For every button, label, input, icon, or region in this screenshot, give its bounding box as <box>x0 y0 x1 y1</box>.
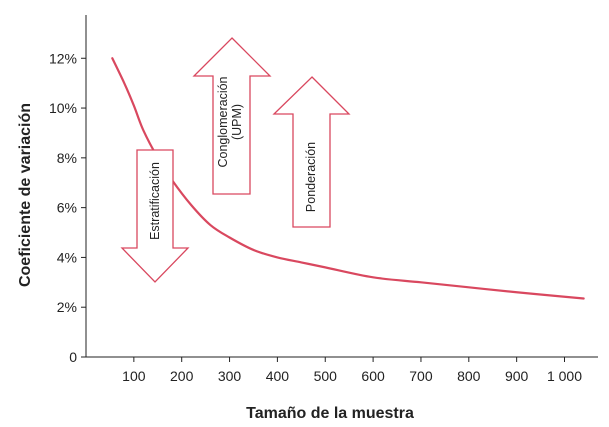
x-tick-label: 700 <box>409 368 433 384</box>
y-tick-label: 12% <box>49 50 77 66</box>
y-tick-label: 10% <box>49 100 77 116</box>
x-tick-label: 300 <box>218 368 242 384</box>
annotation-label: Ponderación <box>304 142 318 212</box>
series-line <box>111 57 585 300</box>
x-ticks: 100 200 300 400 500 600 700 800 900 1 000 <box>122 357 582 384</box>
axes <box>85 15 598 358</box>
y-tick-label: 8% <box>57 150 77 166</box>
down-arrow-shape <box>120 149 190 283</box>
annotation-label-line-2: (UPM) <box>230 104 244 140</box>
y-tick-label: 4% <box>57 249 77 265</box>
x-tick-label: 800 <box>457 368 481 384</box>
x-axis-title: Tamaño de la muestra <box>246 405 414 422</box>
x-tick-label: 500 <box>314 368 338 384</box>
x-tick-label: 900 <box>505 368 529 384</box>
y-tick-label: 0 <box>69 349 77 365</box>
y-tick-label: 2% <box>57 299 77 315</box>
x-tick-label: 400 <box>266 368 290 384</box>
x-tick-label: 600 <box>361 368 385 384</box>
y-ticks: 0 2% 4% 6% 8% 10% 12% <box>49 50 86 365</box>
annotation-label: Estratificación <box>148 162 162 240</box>
up-arrow-shape <box>272 76 351 228</box>
x-tick-label: 200 <box>170 368 194 384</box>
annotation-ponderacion: Ponderación <box>272 76 351 228</box>
y-axis-title: Coeficiente de variación <box>17 103 34 287</box>
y-tick-label: 6% <box>57 200 77 216</box>
x-tick-label: 1 000 <box>547 368 582 384</box>
annotation-conglomeracion: Conglomeración (UPM) <box>192 37 272 195</box>
x-tick-label: 100 <box>122 368 146 384</box>
up-arrow-shape <box>192 37 272 195</box>
annotation-estratificacion: Estratificación <box>120 149 190 283</box>
annotation-label-line-1: Conglomeración <box>216 76 230 167</box>
